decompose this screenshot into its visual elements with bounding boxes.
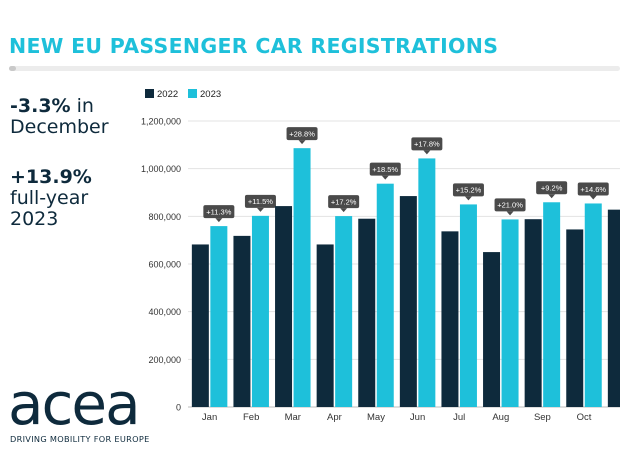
callout-pointer	[298, 140, 306, 145]
bar-2023-aug	[501, 219, 519, 407]
x-tick-label: Jun	[410, 412, 425, 423]
callout-box	[494, 198, 526, 212]
legend-swatch-2023	[188, 89, 197, 98]
y-tick-label: 1,000,000	[141, 164, 181, 174]
x-tick-label: Apr	[327, 412, 342, 423]
callout-pointer	[464, 196, 472, 201]
bar-2023-feb	[251, 215, 269, 407]
bar-2023-sep	[543, 202, 561, 407]
kpi-december-label-inline: in	[76, 95, 94, 117]
bar-2022-feb	[233, 235, 251, 407]
x-tick-label: Aug	[492, 412, 509, 423]
bar-2023-apr	[335, 216, 353, 407]
y-tick-label: 0	[176, 403, 181, 413]
callout-box	[536, 181, 568, 195]
title-divider	[9, 66, 620, 71]
data-label: +18.5%	[372, 165, 398, 174]
bar-2023-jun	[418, 158, 436, 407]
y-tick-label: 1,200,000	[141, 117, 181, 127]
x-tick-label: Oct	[577, 412, 592, 423]
callout-pointer	[381, 175, 389, 180]
callout-pointer	[506, 211, 514, 216]
data-label: +14.6%	[580, 185, 606, 194]
data-label: +17.2%	[331, 197, 357, 206]
callout-pointer	[256, 207, 264, 212]
x-tick-label: Jul	[453, 412, 465, 423]
logo-tagline: DRIVING MOBILITY FOR EUROPE	[10, 434, 150, 444]
data-label: +11.5%	[248, 197, 273, 206]
data-label: +28.8%	[289, 129, 315, 138]
y-tick-label: 200,000	[148, 355, 181, 365]
kpi-december: -3.3% in December	[10, 96, 109, 138]
page-title: NEW EU PASSENGER CAR REGISTRATIONS	[9, 34, 499, 58]
kpi-fullyear-label: full-year	[10, 187, 89, 209]
data-label: +15.2%	[456, 186, 482, 195]
bar-2022-sep	[524, 219, 542, 407]
bar-2023-oct	[584, 203, 602, 407]
callout-pointer	[589, 195, 597, 200]
data-label: +17.8%	[414, 140, 440, 149]
legend-label-2022: 2022	[157, 89, 178, 100]
x-tick-label: May	[367, 412, 385, 423]
kpi-fullyear-value: +13.9%	[10, 166, 92, 188]
bar-2023-may	[376, 183, 394, 407]
bar-2022-may	[358, 218, 376, 407]
title-divider-dot	[9, 66, 16, 71]
bar-2022-oct	[566, 229, 584, 407]
callout-box	[203, 205, 235, 219]
acea-logo: acea	[8, 370, 141, 438]
y-tick-label: 600,000	[148, 260, 181, 270]
callout-box	[577, 182, 609, 196]
x-tick-label: Sep	[534, 412, 551, 423]
data-label: +11.3%	[206, 207, 231, 216]
y-tick-label: 800,000	[148, 212, 181, 222]
callout-box	[328, 195, 360, 209]
bar-2023-jul	[459, 204, 477, 407]
legend-swatch-2022	[145, 89, 154, 98]
kpi-fullyear: +13.9% full-year 2023	[10, 167, 92, 230]
bar-2023-mar	[293, 148, 311, 408]
x-tick-label: Feb	[243, 412, 259, 423]
kpi-december-label: December	[10, 116, 109, 138]
bar-2022-jul	[441, 231, 459, 407]
bar-2023-jan	[210, 226, 228, 407]
bar-2022-nov	[607, 209, 620, 407]
bar-2022-mar	[275, 206, 293, 407]
x-tick-label: Mar	[285, 412, 301, 423]
legend-label-2023: 2023	[200, 89, 221, 100]
bar-2022-aug	[483, 252, 501, 407]
bar-2022-apr	[316, 244, 334, 407]
callout-pointer	[548, 194, 556, 199]
callout-pointer	[340, 208, 348, 213]
kpi-fullyear-year: 2023	[10, 208, 59, 230]
bar-2022-jan	[191, 244, 209, 407]
data-label: +21.0%	[497, 201, 523, 210]
callout-box	[244, 194, 276, 208]
x-tick-label: Jan	[202, 412, 217, 423]
y-tick-label: 400,000	[148, 307, 181, 317]
data-label: +9.2%	[541, 184, 563, 193]
callout-box	[452, 183, 484, 197]
kpi-december-value: -3.3%	[10, 95, 71, 117]
bar-2022-jun	[399, 196, 417, 407]
callout-pointer	[215, 218, 223, 223]
callout-box	[286, 127, 318, 141]
callout-box	[411, 137, 443, 151]
callout-box	[369, 162, 401, 176]
callout-pointer	[423, 150, 431, 155]
